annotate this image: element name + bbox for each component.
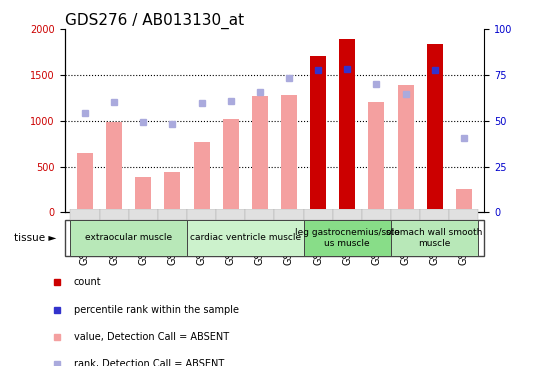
Bar [70,209,100,220]
Bar [245,209,274,220]
Text: GDS276 / AB013130_at: GDS276 / AB013130_at [65,13,244,29]
Bar [303,209,332,220]
Bar [303,220,391,256]
Bar [129,209,158,220]
Bar [281,95,297,212]
Bar [339,40,355,212]
Bar [165,172,180,212]
Bar [158,209,187,220]
Bar [77,153,93,212]
Bar [369,102,384,212]
Bar [100,209,129,220]
Bar [135,177,151,212]
Bar [398,85,414,212]
Bar [456,189,472,212]
Bar [70,220,187,256]
Text: extraocular muscle: extraocular muscle [85,234,172,242]
Bar [223,119,239,212]
Bar [216,209,245,220]
Text: stomach wall smooth
muscle: stomach wall smooth muscle [386,228,483,248]
Text: leg gastrocnemius/sole
us muscle: leg gastrocnemius/sole us muscle [295,228,400,248]
Bar [252,96,268,212]
Text: rank, Detection Call = ABSENT: rank, Detection Call = ABSENT [74,359,224,366]
Bar [391,220,478,256]
Bar [106,122,122,212]
Text: count: count [74,277,102,287]
Text: value, Detection Call = ABSENT: value, Detection Call = ABSENT [74,332,229,342]
Bar [427,44,443,212]
Bar [420,209,449,220]
Bar [187,220,303,256]
Bar [391,209,420,220]
Bar [274,209,303,220]
Bar [194,142,209,212]
Text: percentile rank within the sample: percentile rank within the sample [74,305,239,315]
Bar [310,56,326,212]
Bar [187,209,216,220]
Bar [362,209,391,220]
Text: tissue ►: tissue ► [14,233,56,243]
Bar [449,209,478,220]
Bar [332,209,362,220]
Text: cardiac ventricle muscle: cardiac ventricle muscle [190,234,301,242]
